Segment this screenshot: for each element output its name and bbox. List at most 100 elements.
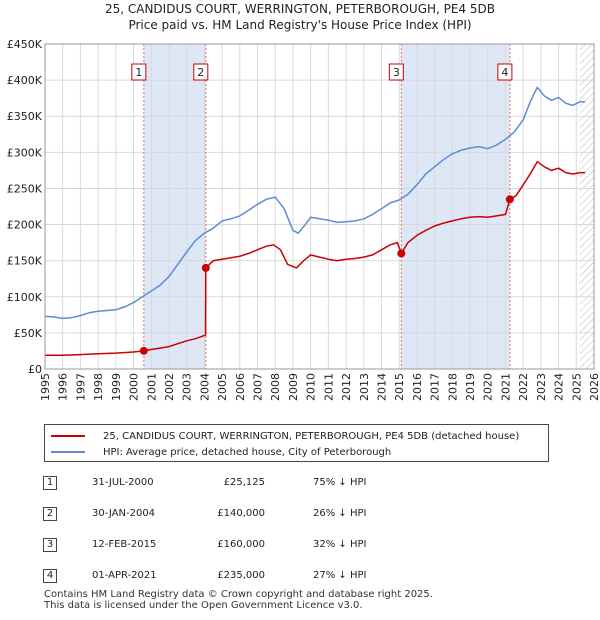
legend: 25, CANDIDUS COURT, WERRINGTON, PETERBOR…	[44, 424, 549, 462]
sale-hpi-diff: 75% ↓ HPI	[313, 477, 367, 488]
y-tick-label: £150K	[7, 255, 43, 268]
series-line-property	[45, 160, 586, 357]
grid	[44, 43, 595, 370]
chart-title-line2: Price paid vs. HM Land Registry's House …	[128, 18, 472, 32]
legend-label-hpi: HPI: Average price, detached house, City…	[103, 446, 392, 458]
legend-item-hpi: HPI: Average price, detached house, City…	[51, 445, 391, 459]
x-tick-label: 1998	[92, 373, 105, 401]
sale-date: 01-APR-2021	[92, 570, 157, 581]
x-tick-label: 2001	[145, 373, 158, 401]
x-tick-label: 2018	[446, 373, 459, 401]
sale-point	[397, 249, 406, 258]
sale-number-badge: 3	[43, 538, 57, 552]
sale-row: 2 30-JAN-2004 £140,000 26% ↓ HPI	[0, 505, 600, 525]
x-tick-label: 2003	[181, 373, 194, 401]
shaded-ranges	[143, 44, 594, 369]
series	[44, 86, 586, 357]
x-tick-label: 2019	[464, 373, 477, 401]
legend-swatch-property	[51, 435, 85, 437]
sale-price: £160,000	[217, 539, 265, 550]
sale-point	[201, 263, 210, 272]
sale-labels: 1 2 3 4	[131, 63, 513, 81]
sale-price: £235,000	[217, 570, 265, 581]
shaded-range	[143, 44, 206, 369]
footer: Contains HM Land Registry data © Crown c…	[44, 589, 433, 611]
y-tick-label: £400K	[7, 74, 43, 87]
sale-label-text: 3	[393, 66, 400, 79]
x-tick-label: 2017	[429, 373, 442, 401]
chart-title: 25, CANDIDUS COURT, WERRINGTON, PETERBOR…	[0, 1, 600, 33]
sale-label-box	[131, 63, 147, 81]
sale-row: 1 31-JUL-2000 £25,125 75% ↓ HPI	[0, 474, 600, 494]
x-tick-label: 2005	[216, 373, 229, 401]
sale-label-text: 1	[135, 66, 142, 79]
sale-price: £25,125	[223, 477, 265, 488]
sale-date: 31-JUL-2000	[92, 477, 154, 488]
x-tick-label: 1995	[39, 373, 52, 401]
legend-swatch-hpi	[51, 451, 85, 453]
y-tick-label: £50K	[14, 327, 43, 340]
legend-item-property: 25, CANDIDUS COURT, WERRINGTON, PETERBOR…	[51, 429, 519, 443]
y-tick-label: £0	[28, 363, 42, 376]
x-tick-label: 2026	[588, 373, 600, 401]
sale-points	[139, 195, 514, 355]
x-tick-label: 2015	[393, 373, 406, 401]
price-chart: 1 2 3 4 £0 £50K £100K £150K £200K £250K £300K £350…	[7, 38, 600, 401]
x-tick-label: 2010	[305, 373, 318, 401]
y-tick-label: £200K	[7, 219, 43, 232]
x-tick-label: 2013	[358, 373, 371, 401]
sale-point	[139, 346, 148, 355]
forecast-hatch	[579, 44, 594, 369]
legend-label-property: 25, CANDIDUS COURT, WERRINGTON, PETERBOR…	[103, 430, 520, 442]
sale-row: 3 12-FEB-2015 £160,000 32% ↓ HPI	[0, 536, 600, 556]
sale-number-badge: 4	[43, 569, 57, 583]
sale-row: 4 01-APR-2021 £235,000 27% ↓ HPI	[0, 567, 600, 587]
x-tick-label: 2006	[234, 373, 247, 401]
y-tick-label: £250K	[7, 182, 43, 195]
x-tick-label: 2014	[375, 373, 388, 401]
sale-number-badge: 2	[43, 507, 57, 521]
x-tick-label: 2022	[517, 373, 530, 401]
sale-label-box	[497, 63, 513, 81]
sale-hpi-diff: 32% ↓ HPI	[313, 539, 367, 550]
sale-number-badge: 1	[43, 476, 57, 490]
x-tick-label: 2016	[411, 373, 424, 401]
x-tick-label: 1997	[74, 373, 87, 401]
x-tick-label: 2012	[340, 373, 353, 401]
x-tick-label: 1999	[110, 373, 123, 401]
x-tick-label: 2021	[499, 373, 512, 401]
footer-license: This data is licensed under the Open Gov…	[44, 600, 363, 611]
x-tick-label: 2009	[287, 373, 300, 401]
sale-label-text: 4	[501, 66, 508, 79]
sale-label-box	[193, 63, 209, 81]
x-tick-label: 2025	[570, 373, 583, 401]
y-tick-label: £100K	[7, 291, 43, 304]
x-tick-label: 2008	[269, 373, 282, 401]
x-tick-label: 1996	[57, 373, 70, 401]
y-tick-label: £450K	[7, 38, 43, 51]
shaded-range	[401, 44, 510, 369]
chart-title-line1: 25, CANDIDUS COURT, WERRINGTON, PETERBOR…	[104, 2, 496, 16]
series-line-hpi	[44, 86, 586, 320]
sale-date: 30-JAN-2004	[92, 508, 156, 519]
x-tick-label: 2004	[198, 373, 211, 401]
axes: £0 £50K £100K £150K £200K £250K £300K £350K £400…	[7, 38, 600, 401]
x-tick-label: 2011	[322, 373, 335, 401]
x-tick-label: 2007	[252, 373, 265, 401]
sale-label-box	[388, 63, 404, 81]
plot-border	[44, 43, 595, 370]
sale-hpi-diff: 26% ↓ HPI	[313, 508, 367, 519]
sale-point	[505, 195, 514, 204]
sale-date: 12-FEB-2015	[92, 539, 157, 550]
y-tick-label: £350K	[7, 110, 43, 123]
sale-price: £140,000	[217, 508, 265, 519]
y-tick-label: £300K	[7, 146, 43, 159]
x-tick-label: 2023	[535, 373, 548, 401]
sale-hpi-diff: 27% ↓ HPI	[313, 570, 367, 581]
x-tick-label: 2000	[128, 373, 141, 401]
footer-copyright: Contains HM Land Registry data © Crown c…	[44, 589, 433, 600]
sale-label-text: 2	[197, 66, 204, 79]
x-tick-label: 2024	[553, 373, 566, 401]
x-tick-label: 2002	[163, 373, 176, 401]
x-tick-label: 2020	[482, 373, 495, 401]
